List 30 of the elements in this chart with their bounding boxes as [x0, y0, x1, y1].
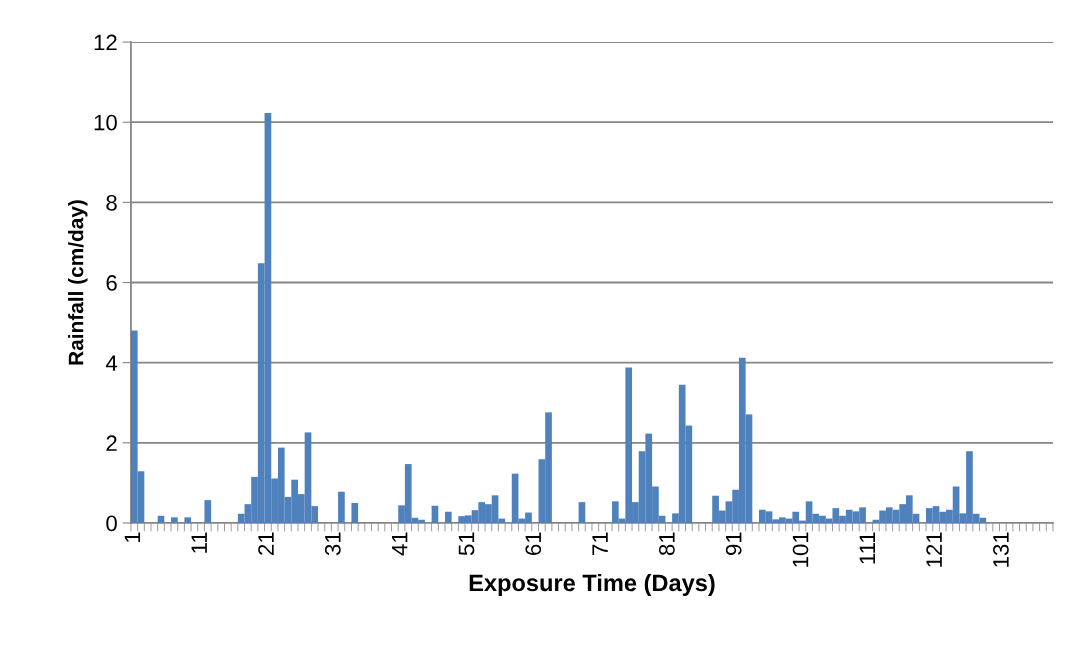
y-axis-title: Rainfall (cm/day) — [68, 200, 88, 365]
y-tick-label: 0 — [106, 515, 117, 532]
y-tick-label: 2 — [106, 435, 117, 451]
x-tick-label: 31 — [324, 532, 341, 556]
bar — [351, 502, 359, 523]
y-tick-label: 10 — [94, 114, 117, 131]
bar — [171, 517, 178, 523]
x-tick-label: 61 — [525, 532, 542, 555]
x-tick-label: 101 — [792, 532, 809, 567]
y-tick-label: 12 — [94, 34, 117, 51]
x-tick-label: 51 — [458, 532, 475, 556]
x-tick-label: 41 — [392, 532, 408, 556]
x-tick-label: 121 — [926, 532, 942, 567]
x-tick-label: 81 — [659, 532, 675, 556]
y-tick-label: 6 — [106, 275, 117, 291]
x-tick-label: 91 — [725, 532, 742, 555]
x-tick-label: 131 — [993, 532, 1009, 567]
x-tick-label: 111 — [859, 532, 875, 564]
bar — [444, 511, 452, 523]
x-tick-label: 1 — [124, 532, 141, 542]
x-tick-label: 11 — [191, 532, 207, 553]
y-tick-label: 8 — [106, 194, 117, 211]
bar — [184, 517, 192, 523]
x-tick-label: 71 — [592, 532, 608, 555]
bar — [578, 502, 586, 523]
bar — [204, 500, 212, 523]
x-axis-title: Exposure Time (Days) — [469, 573, 715, 596]
bar — [338, 491, 345, 523]
x-tick-label: 21 — [258, 532, 274, 555]
y-tick-label: 4 — [105, 355, 118, 371]
